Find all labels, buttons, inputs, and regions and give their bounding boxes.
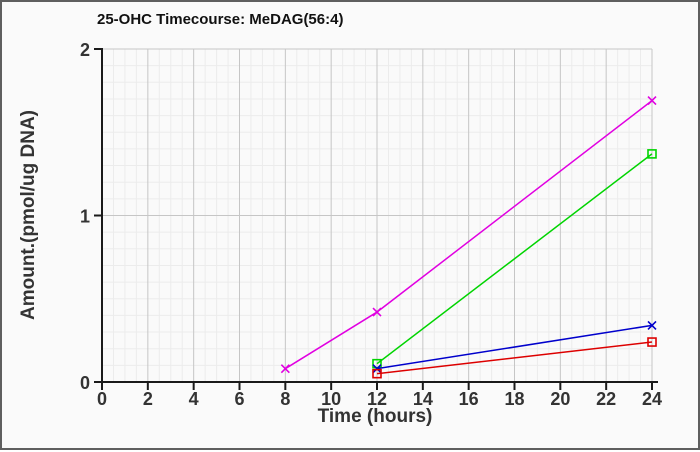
x-tick-label: 10 bbox=[321, 389, 341, 409]
x-tick-label: 0 bbox=[97, 389, 107, 409]
x-tick-label: 2 bbox=[143, 389, 153, 409]
marker-x-blue bbox=[647, 320, 657, 330]
chart-title: 25-OHC Timecourse: MeDAG(56:4) bbox=[97, 11, 344, 28]
x-axis-label: Time (hours) bbox=[317, 406, 433, 427]
x-tick-label: 8 bbox=[280, 389, 290, 409]
x-tick-label: 20 bbox=[550, 389, 570, 409]
x-tick-label: 14 bbox=[413, 389, 433, 409]
x-tick-label: 18 bbox=[504, 389, 524, 409]
marker-x-magenta bbox=[372, 307, 382, 317]
y-tick-label: 2 bbox=[80, 40, 90, 60]
y-axis-label: Amount.(pmol/ug DNA) bbox=[18, 109, 39, 321]
x-tick-label: 4 bbox=[189, 389, 199, 409]
marker-x-magenta bbox=[280, 364, 290, 374]
y-tick-label: 0 bbox=[80, 373, 90, 393]
x-tick-label: 6 bbox=[234, 389, 244, 409]
x-tick-label: 22 bbox=[596, 389, 616, 409]
x-tick-label: 24 bbox=[642, 389, 662, 409]
x-tick-label: 16 bbox=[459, 389, 479, 409]
series-line-green bbox=[376, 153, 653, 365]
series-line-red bbox=[376, 341, 653, 375]
marker-x-magenta bbox=[647, 96, 657, 106]
series-line-blue bbox=[376, 324, 653, 370]
y-tick-label: 1 bbox=[80, 207, 90, 227]
marker-square-red bbox=[647, 337, 657, 347]
x-tick-label: 12 bbox=[367, 389, 387, 409]
marker-square-green bbox=[647, 149, 657, 159]
marker-x-blue bbox=[372, 364, 382, 374]
marker-square-red bbox=[372, 368, 382, 379]
